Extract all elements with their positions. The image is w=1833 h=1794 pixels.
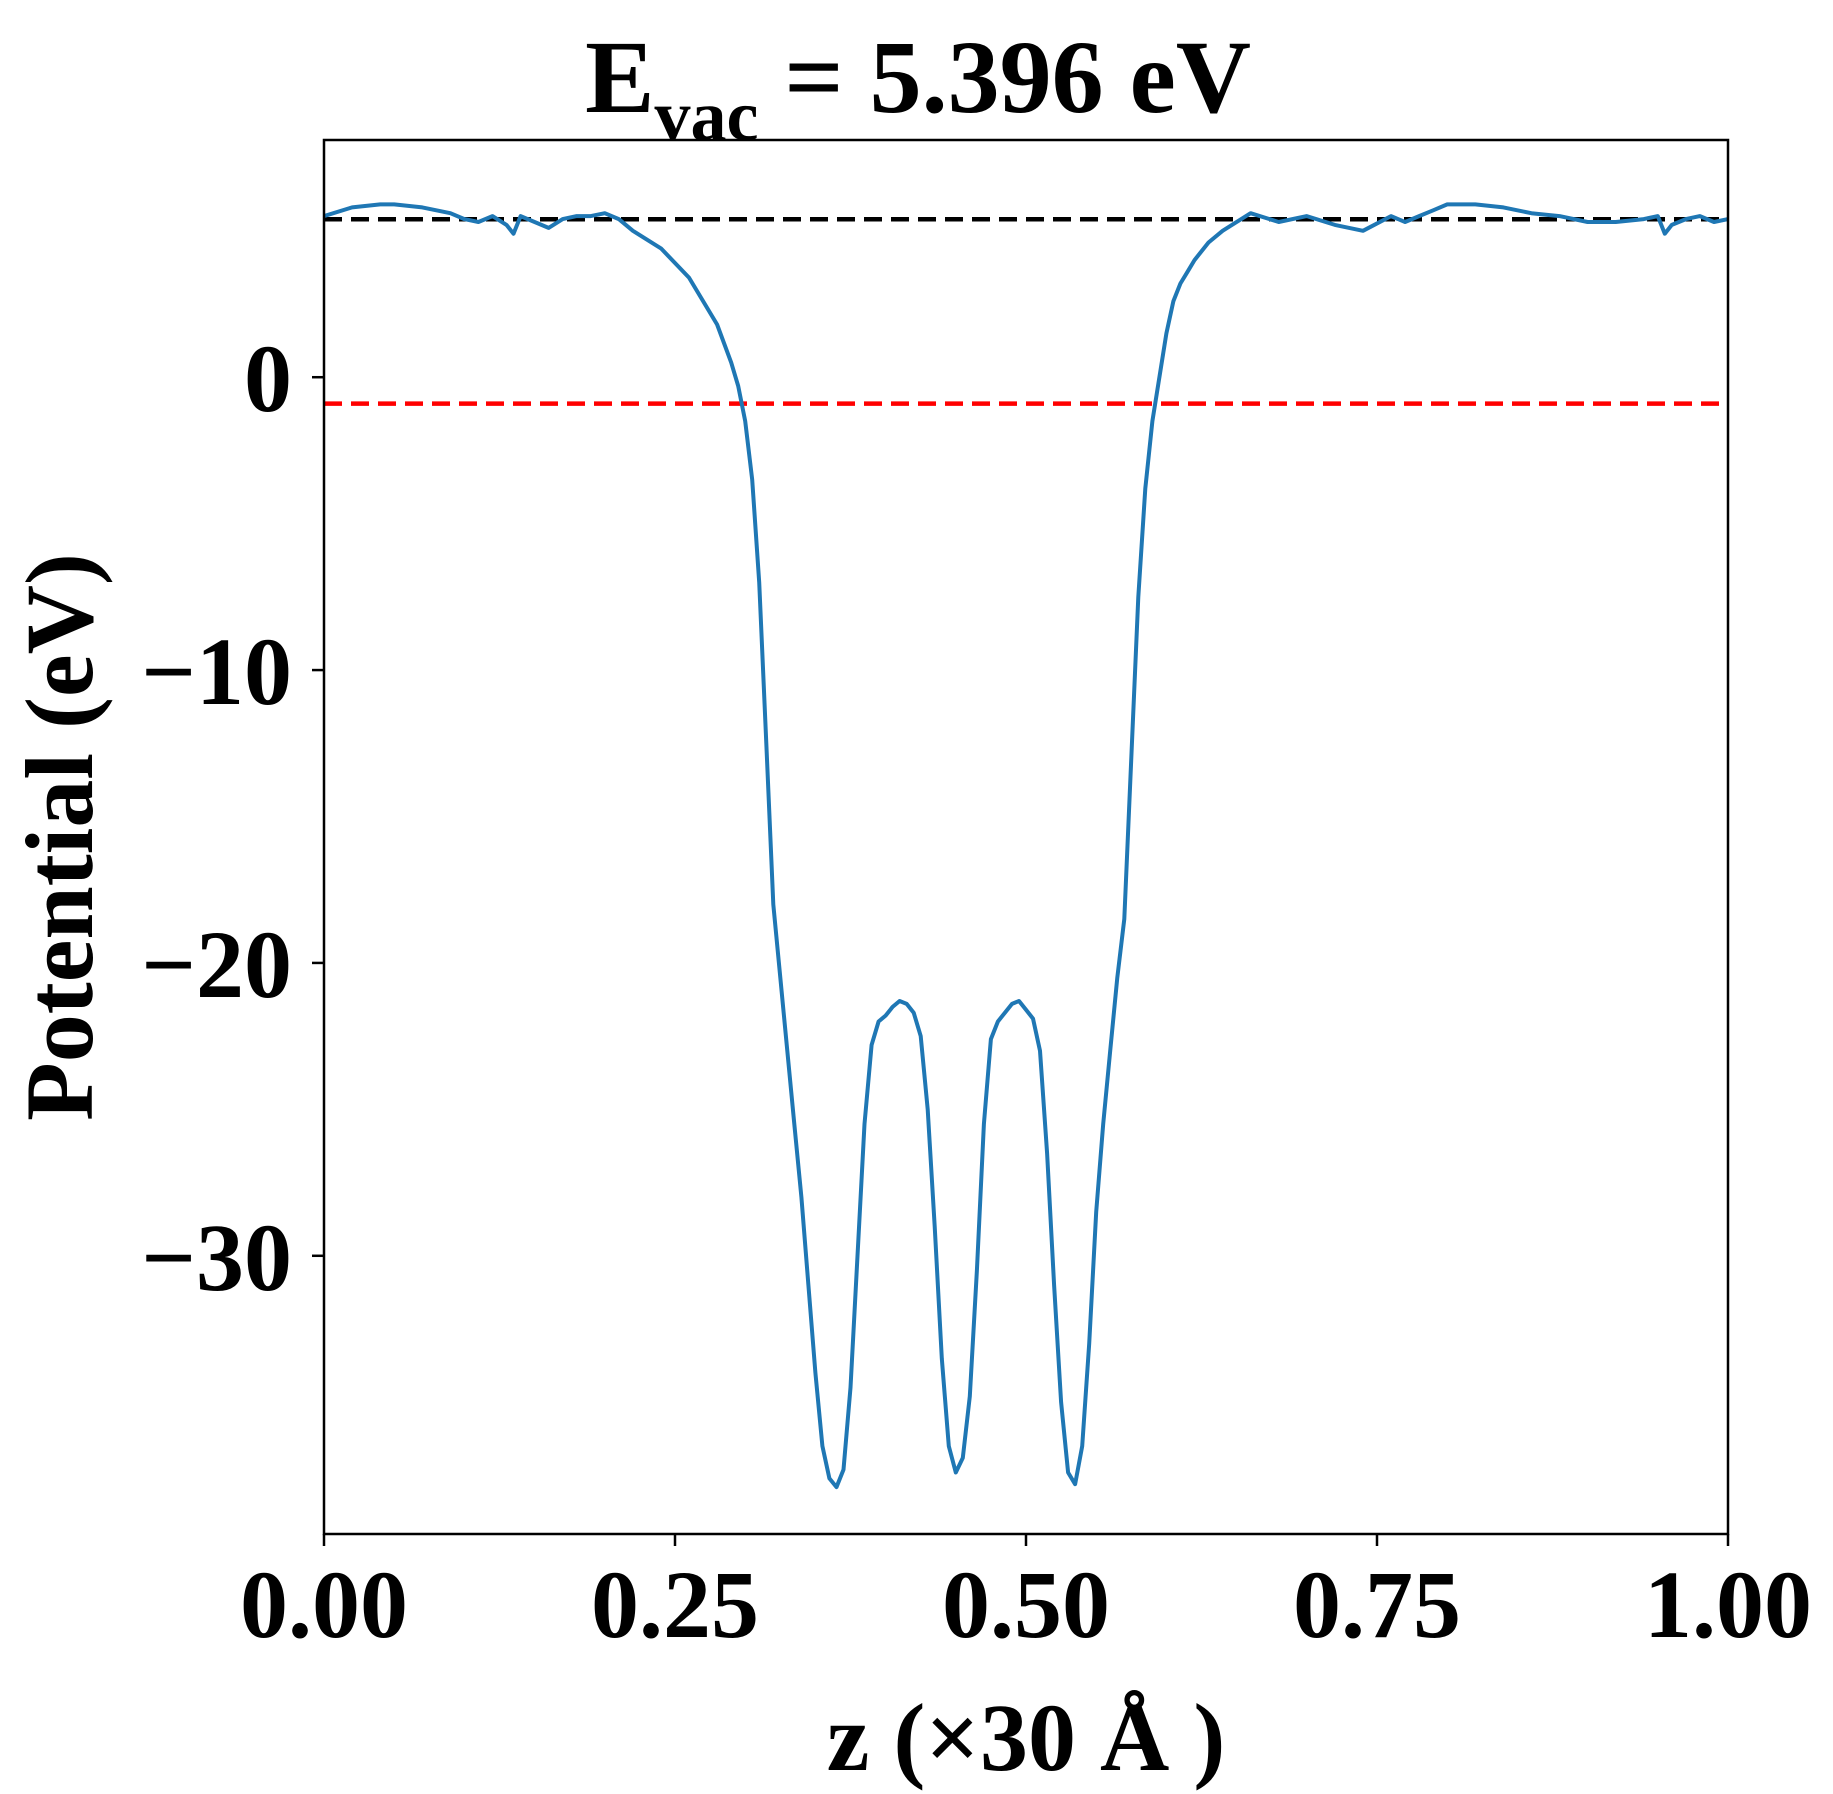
x-tick-label: 0.75 <box>1293 1551 1461 1658</box>
potential-series-line <box>324 202 1728 1490</box>
svg-text:Evac = 5.396 eV: Evac = 5.396 eV <box>585 20 1251 156</box>
series-layer <box>324 202 1728 1490</box>
title-main: E <box>585 20 654 135</box>
x-axis-label: z (×30 Å ) <box>827 1684 1226 1791</box>
y-axis-ticks: 0 −10 −20 −30 <box>141 325 324 1311</box>
x-tick-label: 1.00 <box>1644 1551 1812 1658</box>
y-tick-label: −10 <box>141 618 292 725</box>
x-tick-label: 0.50 <box>942 1551 1110 1658</box>
title-subscript: vac <box>654 76 758 156</box>
reference-lines <box>324 216 1728 406</box>
chart-title: Evac = 5.396 eV <box>585 20 1251 156</box>
y-tick-label: −30 <box>141 1204 292 1311</box>
y-tick-label: −20 <box>141 911 292 1018</box>
y-tick-label: 0 <box>244 325 292 432</box>
x-tick-label: 0.00 <box>240 1551 408 1658</box>
plot-frame <box>322 138 1730 1536</box>
y-axis-label: Potential (eV) <box>6 553 113 1121</box>
x-tick-label: 0.25 <box>591 1551 759 1658</box>
title-rest: = 5.396 eV <box>758 20 1251 135</box>
x-axis-ticks: 0.00 0.25 0.50 0.75 1.00 <box>240 1534 1812 1658</box>
